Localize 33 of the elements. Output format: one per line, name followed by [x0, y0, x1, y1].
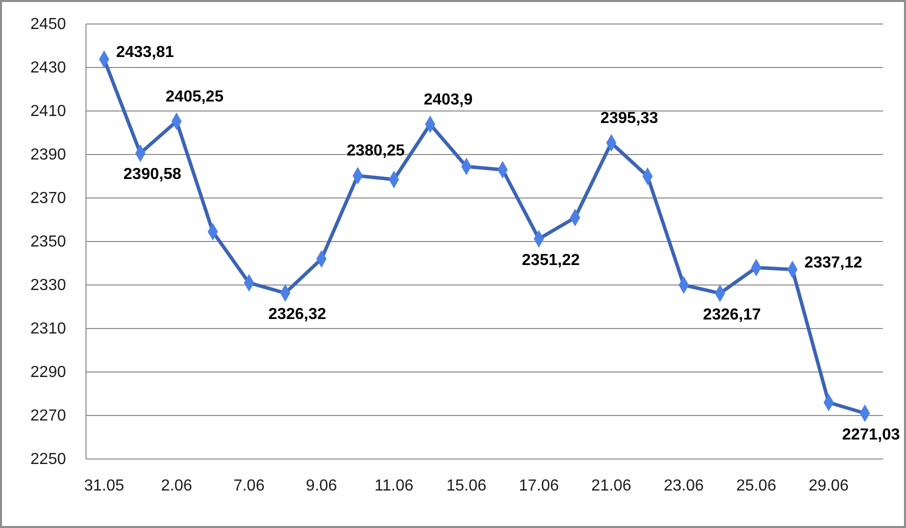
y-tick-label: 2450 [30, 16, 66, 34]
y-tick-label: 2270 [30, 408, 66, 425]
x-tick-label: 7.06 [233, 477, 265, 494]
x-tick-label: 29.06 [808, 477, 849, 494]
data-label: 2433,81 [116, 44, 174, 62]
data-label: 2271,03 [842, 426, 900, 444]
data-label: 2337,12 [804, 254, 862, 272]
x-tick-label: 21.06 [591, 477, 632, 494]
data-label: 2326,17 [703, 306, 761, 324]
y-tick-label: 2290 [30, 364, 66, 382]
x-tick-label: 31.05 [84, 477, 124, 494]
data-label: 2403,9 [424, 91, 473, 108]
y-tick-label: 2350 [30, 234, 66, 251]
x-tick-label: 9.06 [306, 477, 338, 494]
data-label: 2405,25 [166, 88, 224, 106]
y-tick-label: 2370 [30, 190, 66, 208]
y-tick-label: 2410 [30, 103, 66, 120]
data-label: 2395,33 [600, 110, 658, 127]
data-label: 2380,25 [346, 142, 405, 160]
y-tick-label: 2330 [30, 277, 66, 294]
data-label: 2351,22 [522, 252, 580, 269]
x-tick-label: 25.06 [736, 477, 776, 494]
y-tick-label: 2390 [30, 146, 66, 164]
y-tick-label: 2310 [30, 320, 66, 338]
x-tick-label: 11.06 [374, 477, 414, 494]
x-tick-label: 23.06 [664, 477, 704, 494]
data-label: 2326,32 [268, 306, 326, 324]
data-label: 2390,58 [123, 166, 182, 184]
x-tick-label: 2.06 [161, 477, 192, 494]
x-tick-label: 17.06 [518, 477, 559, 494]
x-tick-label: 15.06 [446, 477, 487, 494]
y-tick-label: 2250 [30, 451, 66, 468]
y-tick-label: 2430 [30, 60, 66, 77]
